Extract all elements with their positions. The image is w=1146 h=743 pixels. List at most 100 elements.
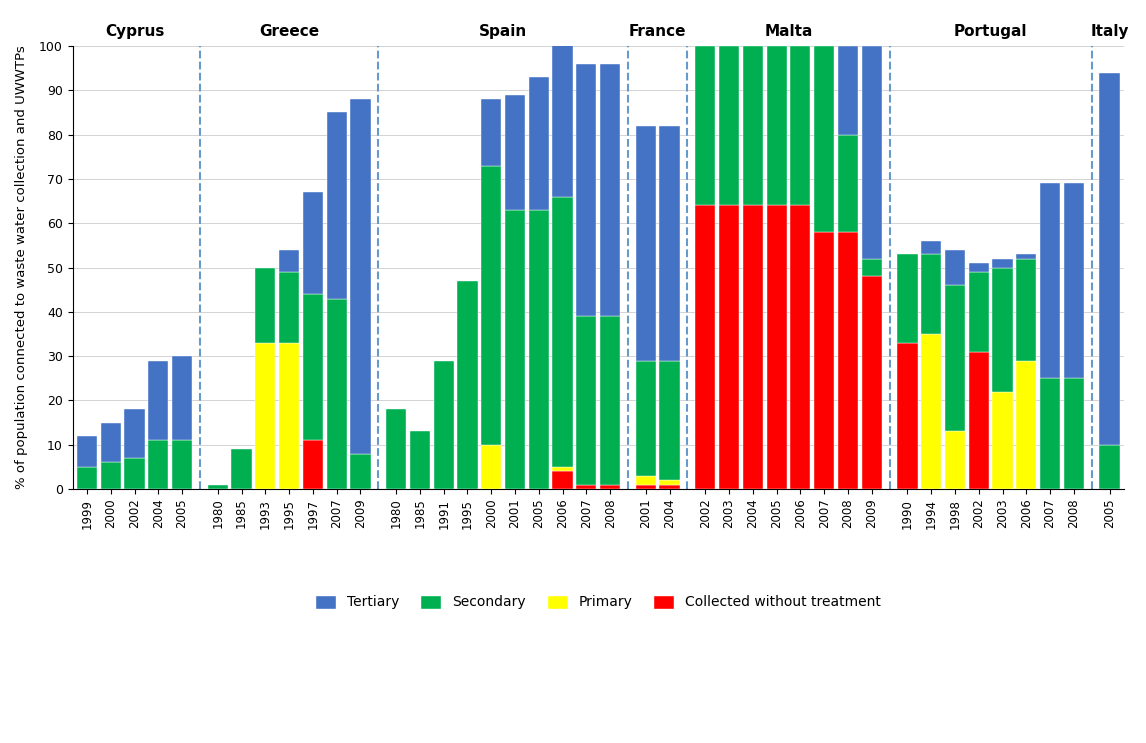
Bar <box>303 441 323 489</box>
Bar <box>552 471 573 489</box>
Bar <box>636 484 656 489</box>
Bar <box>791 46 810 206</box>
Bar <box>172 356 193 441</box>
Bar <box>77 436 97 467</box>
Bar <box>505 210 525 489</box>
Bar <box>921 254 941 334</box>
Bar <box>576 317 596 484</box>
Bar <box>278 272 299 343</box>
Bar <box>125 409 144 458</box>
Bar <box>862 46 881 259</box>
Bar <box>256 267 275 343</box>
Bar <box>1099 445 1120 489</box>
Bar <box>601 64 620 317</box>
Bar <box>1099 73 1120 445</box>
Bar <box>148 441 168 489</box>
Bar <box>101 462 120 489</box>
Legend: Tertiary, Secondary, Primary, Collected without treatment: Tertiary, Secondary, Primary, Collected … <box>309 589 887 615</box>
Bar <box>791 206 810 489</box>
Bar <box>921 241 941 254</box>
Bar <box>897 343 918 489</box>
Bar <box>696 206 715 489</box>
Bar <box>838 46 858 134</box>
Bar <box>897 254 918 343</box>
Bar <box>659 360 680 480</box>
Bar <box>1017 360 1036 489</box>
Bar <box>327 112 347 299</box>
Bar <box>351 453 370 489</box>
Bar <box>172 441 193 489</box>
Bar <box>125 458 144 489</box>
Bar <box>719 46 739 206</box>
Bar <box>601 317 620 484</box>
Bar <box>743 206 763 489</box>
Bar <box>968 351 989 489</box>
Bar <box>862 259 881 276</box>
Bar <box>207 484 228 489</box>
Bar <box>433 360 454 489</box>
Bar <box>767 46 786 206</box>
Bar <box>576 64 596 317</box>
Bar <box>552 467 573 471</box>
Bar <box>303 192 323 294</box>
Bar <box>231 449 252 489</box>
Bar <box>528 77 549 210</box>
Bar <box>944 285 965 432</box>
Text: Italy: Italy <box>1090 25 1129 39</box>
Bar <box>528 210 549 489</box>
Bar <box>743 46 763 206</box>
Bar <box>992 259 1013 267</box>
Bar <box>410 432 430 489</box>
Bar <box>552 197 573 467</box>
Bar <box>1039 378 1060 489</box>
Bar <box>1017 254 1036 259</box>
Bar <box>481 166 501 445</box>
Bar <box>659 484 680 489</box>
Text: Portugal: Portugal <box>953 25 1027 39</box>
Bar <box>256 343 275 489</box>
Bar <box>767 206 786 489</box>
Bar <box>148 360 168 441</box>
Bar <box>278 343 299 489</box>
Bar <box>838 232 858 489</box>
Bar <box>505 95 525 210</box>
Bar <box>992 392 1013 489</box>
Text: Greece: Greece <box>259 25 320 39</box>
Bar <box>659 126 680 360</box>
Bar <box>457 281 478 489</box>
Bar <box>636 360 656 476</box>
Y-axis label: % of population connected to waste water collection and UWWTPs: % of population connected to waste water… <box>15 45 28 490</box>
Bar <box>968 272 989 351</box>
Bar <box>1063 184 1084 378</box>
Bar <box>814 232 834 489</box>
Bar <box>921 334 941 489</box>
Bar <box>1039 184 1060 378</box>
Bar <box>944 250 965 285</box>
Bar <box>481 99 501 166</box>
Bar <box>696 46 715 206</box>
Bar <box>659 480 680 484</box>
Bar <box>601 484 620 489</box>
Bar <box>814 46 834 232</box>
Bar <box>1017 259 1036 360</box>
Bar <box>101 423 120 462</box>
Bar <box>992 267 1013 392</box>
Bar <box>838 134 858 232</box>
Bar <box>576 484 596 489</box>
Bar <box>77 467 97 489</box>
Bar <box>719 206 739 489</box>
Text: Cyprus: Cyprus <box>104 25 164 39</box>
Bar <box>944 432 965 489</box>
Bar <box>351 99 370 453</box>
Bar <box>636 126 656 360</box>
Text: France: France <box>629 25 686 39</box>
Bar <box>327 299 347 489</box>
Bar <box>968 263 989 272</box>
Bar <box>1063 378 1084 489</box>
Bar <box>278 250 299 272</box>
Bar <box>862 276 881 489</box>
Text: Spain: Spain <box>479 25 527 39</box>
Bar <box>552 42 573 197</box>
Bar <box>636 476 656 484</box>
Bar <box>481 445 501 489</box>
